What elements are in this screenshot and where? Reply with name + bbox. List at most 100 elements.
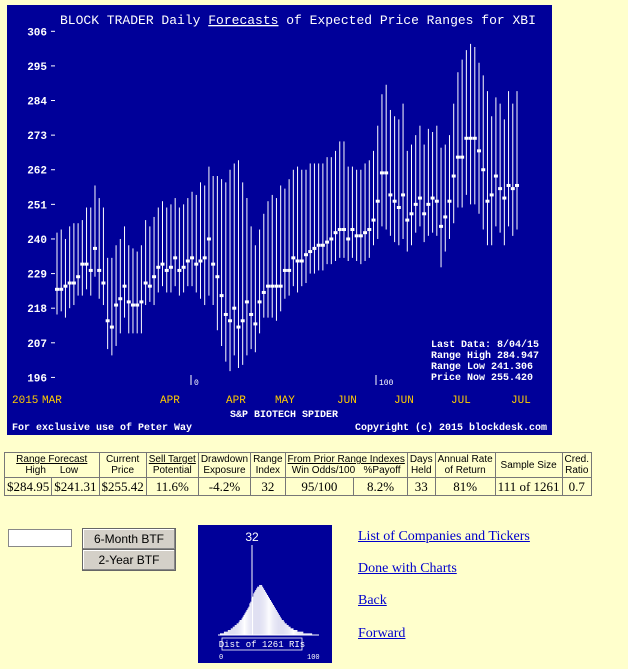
price-marker bbox=[118, 297, 123, 301]
histogram-bar bbox=[246, 610, 248, 635]
price-marker bbox=[181, 265, 186, 269]
y-tick-label: 207 bbox=[27, 339, 47, 351]
histogram-bar bbox=[291, 628, 293, 635]
histogram-bar bbox=[287, 625, 289, 635]
price-marker bbox=[502, 196, 507, 200]
chart-title-pre: BLOCK TRADER Daily bbox=[60, 13, 208, 28]
price-marker bbox=[413, 202, 418, 206]
histogram-bar bbox=[261, 585, 263, 635]
y-tick-label: 295 bbox=[27, 62, 47, 74]
histogram-bar bbox=[241, 618, 243, 635]
price-marker bbox=[228, 319, 233, 323]
chart-title-post: of Expected Price Ranges for XBI bbox=[278, 13, 535, 28]
y-tick-label: 306 bbox=[27, 27, 47, 39]
histogram-caption: Dist of 1261 RIs bbox=[219, 640, 305, 650]
x-tick-label: APR bbox=[226, 395, 246, 407]
val-days-held: 33 bbox=[406, 477, 436, 496]
price-marker bbox=[320, 243, 325, 247]
y-tick-label: 251 bbox=[27, 200, 47, 212]
price-marker bbox=[219, 294, 224, 298]
histogram-bar bbox=[234, 625, 236, 635]
price-marker bbox=[325, 240, 330, 244]
price-marker bbox=[477, 149, 482, 153]
price-marker bbox=[388, 193, 393, 197]
price-marker bbox=[240, 319, 245, 323]
price-marker bbox=[274, 284, 279, 288]
price-marker bbox=[426, 202, 431, 206]
histogram-bar bbox=[224, 631, 226, 635]
histogram-bar bbox=[293, 630, 295, 635]
price-marker bbox=[215, 275, 220, 279]
range-index-histogram: 32 Dist of 1261 RIs 0 100 bbox=[198, 525, 332, 663]
x-tick-label: JUL bbox=[511, 395, 531, 407]
chart-background bbox=[7, 5, 552, 435]
histogram-bar bbox=[257, 586, 259, 635]
val-low: $241.31 bbox=[51, 477, 100, 496]
histogram-bar bbox=[306, 633, 308, 635]
histogram-bar bbox=[304, 633, 306, 635]
price-marker bbox=[434, 199, 439, 203]
histogram-bar bbox=[294, 630, 296, 635]
val-win-odds: 95/100 bbox=[284, 477, 355, 496]
price-marker bbox=[67, 281, 72, 285]
price-marker bbox=[506, 183, 511, 187]
price-marker bbox=[498, 187, 503, 191]
histogram-bar bbox=[220, 633, 222, 635]
histogram-bar bbox=[290, 628, 292, 635]
price-marker bbox=[236, 325, 241, 329]
hdr-annual-rate: Annual Rate of Return bbox=[434, 452, 496, 478]
link-done-with-charts[interactable]: Done with Charts bbox=[358, 561, 457, 576]
price-marker bbox=[92, 246, 97, 250]
histogram-bar bbox=[260, 585, 262, 635]
x-tick-label: JUL bbox=[451, 395, 471, 407]
price-marker bbox=[443, 215, 448, 219]
six-month-btf-button[interactable]: 6-Month BTF bbox=[82, 528, 176, 550]
link-forward[interactable]: Forward bbox=[358, 626, 406, 641]
price-marker bbox=[249, 312, 254, 316]
histogram-bar bbox=[262, 586, 264, 635]
price-marker bbox=[105, 319, 110, 323]
hdr-range-forecast: Range Forecast High Low bbox=[4, 452, 100, 478]
stats-table: Range Forecast High Low Current Price Sell… bbox=[3, 452, 593, 496]
link-companies[interactable]: List of Companies and Tickers bbox=[358, 529, 530, 544]
price-marker bbox=[384, 171, 389, 175]
ticker-input[interactable] bbox=[8, 529, 72, 547]
histogram-bar bbox=[297, 631, 299, 635]
price-marker bbox=[97, 268, 102, 272]
price-marker bbox=[202, 256, 207, 260]
histogram-bar bbox=[225, 631, 227, 635]
val-cred-ratio: 0.7 bbox=[561, 477, 593, 496]
histogram-bar bbox=[285, 623, 287, 635]
x-tick-label: APR bbox=[160, 395, 180, 407]
link-back[interactable]: Back bbox=[358, 593, 387, 608]
y-tick-label: 229 bbox=[27, 270, 47, 282]
price-marker bbox=[409, 212, 414, 216]
hdr-current-price: Current Price bbox=[98, 452, 147, 478]
price-marker bbox=[493, 174, 498, 178]
histogram-caption-box bbox=[221, 637, 303, 651]
val-range-index: 32 bbox=[250, 477, 286, 496]
histogram-bar bbox=[229, 630, 231, 635]
price-marker bbox=[194, 262, 199, 266]
histogram-bar bbox=[270, 601, 272, 635]
price-marker bbox=[198, 259, 203, 263]
histogram-bar bbox=[300, 631, 302, 635]
price-marker bbox=[126, 300, 131, 304]
price-marker bbox=[439, 224, 444, 228]
price-marker bbox=[71, 281, 76, 285]
histogram-bar bbox=[310, 633, 312, 635]
hdr-drawdown: Drawdown Exposure bbox=[197, 452, 252, 478]
histogram-bar bbox=[223, 631, 225, 635]
price-marker bbox=[244, 300, 249, 304]
price-marker bbox=[401, 193, 406, 197]
price-marker bbox=[337, 228, 342, 232]
price-marker bbox=[417, 196, 422, 200]
histogram-bar bbox=[307, 633, 309, 635]
histogram-bar bbox=[244, 613, 246, 635]
chart-title-link[interactable]: Forecasts bbox=[208, 13, 278, 28]
two-year-btf-button[interactable]: 2-Year BTF bbox=[82, 549, 176, 571]
y-tick-label: 273 bbox=[27, 131, 47, 143]
x-tick-label: JUN bbox=[337, 395, 357, 407]
histogram-bar bbox=[284, 623, 286, 635]
histogram-bar bbox=[255, 590, 257, 635]
